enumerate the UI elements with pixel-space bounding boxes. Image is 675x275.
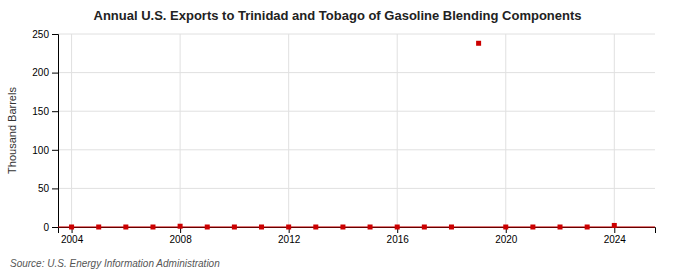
y-tick-label: 150 <box>32 106 49 117</box>
point <box>259 225 264 230</box>
y-tick: 150 <box>32 106 58 117</box>
y-axis-title: Thousand Barrels <box>6 87 18 174</box>
x-tick-label: 2020 <box>495 234 518 245</box>
x-axis: 2004 2008 2012 2016 2020 2024 <box>59 227 656 245</box>
y-tick: 100 <box>32 145 58 156</box>
point <box>503 225 508 230</box>
point <box>558 225 563 230</box>
point <box>476 41 481 46</box>
point <box>313 225 318 230</box>
x-grid-line <box>288 34 289 227</box>
point <box>530 225 535 230</box>
x-tick-label: 2016 <box>387 234 410 245</box>
y-tick-mark <box>52 111 58 112</box>
y-tick-label: 200 <box>32 67 49 78</box>
y-tick-label: 50 <box>38 183 50 194</box>
x-tick-label: 2012 <box>278 234 301 245</box>
chart-svg: 2004 2008 2012 2016 2020 2024 0 50 100 150 200 250 A… <box>0 0 675 275</box>
x-tick: 2020 <box>495 227 518 245</box>
point <box>422 225 427 230</box>
point <box>232 225 237 230</box>
y-tick-label: 100 <box>32 145 49 156</box>
x-grid-line <box>71 34 72 227</box>
chart-container: 2004 2008 2012 2016 2020 2024 0 50 100 150 200 250 A… <box>0 0 675 275</box>
y-tick: 250 <box>32 29 58 40</box>
y-tick-label: 250 <box>32 29 49 40</box>
grid <box>58 34 655 227</box>
y-grid-line <box>58 227 655 228</box>
y-grid-line <box>58 111 655 112</box>
point <box>178 224 183 229</box>
x-tick-label: 2024 <box>604 234 627 245</box>
y-grid-line <box>58 72 655 73</box>
x-tick: 2016 <box>387 227 410 245</box>
point <box>368 225 373 230</box>
title: Annual U.S. Exports to Trinidad and Toba… <box>94 8 582 23</box>
y-tick: 50 <box>38 183 58 194</box>
point <box>585 225 590 230</box>
y-tick-label: 0 <box>43 222 49 233</box>
x-tick-label: 2008 <box>169 234 192 245</box>
x-grid-line <box>397 34 398 227</box>
y-axis: 0 50 100 150 200 250 <box>32 29 58 233</box>
point <box>340 225 345 230</box>
x-axis-line <box>59 228 656 234</box>
point <box>123 225 128 230</box>
y-tick-mark <box>52 188 58 189</box>
source-note: Source: U.S. Energy Information Administ… <box>10 258 220 269</box>
point <box>286 225 291 230</box>
point <box>395 225 400 230</box>
x-grid-line <box>180 34 181 227</box>
plot-area <box>58 41 655 230</box>
x-tick: 2008 <box>169 227 192 245</box>
point <box>205 225 210 230</box>
x-grid-line <box>505 34 506 227</box>
y-tick: 0 <box>43 222 58 233</box>
point <box>69 225 74 230</box>
x-tick-label: 2004 <box>61 234 84 245</box>
y-grid-line <box>58 34 655 35</box>
point <box>612 223 617 228</box>
x-tick: 2024 <box>604 227 627 245</box>
y-axis-line <box>52 35 59 228</box>
x-tick: 2004 <box>61 227 84 245</box>
point <box>449 225 454 230</box>
y-tick-mark <box>52 150 58 151</box>
y-tick-mark <box>52 34 58 35</box>
y-tick: 200 <box>32 67 58 78</box>
y-grid-line <box>58 188 655 189</box>
y-tick-mark <box>52 73 58 74</box>
point <box>96 225 101 230</box>
x-tick: 2012 <box>278 227 301 245</box>
baseline <box>58 227 655 228</box>
y-grid-line <box>58 149 655 150</box>
y-tick-mark <box>52 227 58 228</box>
point <box>150 225 155 230</box>
x-grid-line <box>614 34 615 227</box>
